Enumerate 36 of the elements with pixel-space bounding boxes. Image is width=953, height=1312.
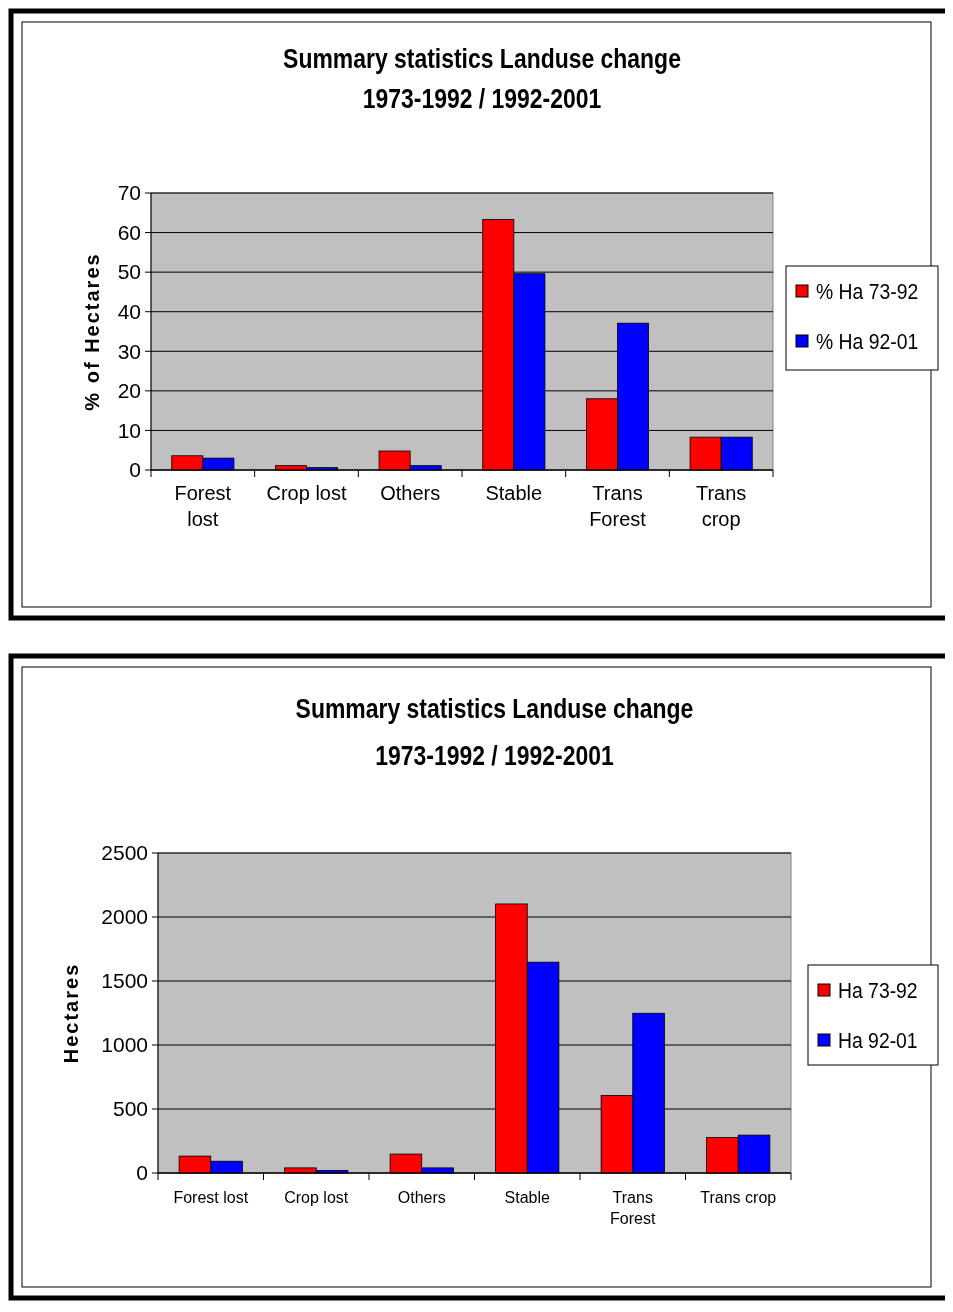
y-tick-label: 30: [117, 339, 141, 363]
y-axis-title: % of Hectares: [81, 252, 103, 411]
chart-title: Summary statistics Landuse change: [283, 43, 681, 74]
y-tick-label: 70: [117, 181, 141, 205]
y-axis-title: Hectares: [60, 962, 82, 1064]
legend-label: Ha 73-92: [838, 977, 918, 1002]
legend-label: % Ha 92-01: [816, 328, 919, 353]
y-tick-label: 500: [112, 1097, 148, 1121]
y-tick-label: 50: [117, 260, 141, 284]
x-tick-label: Forest lost: [174, 482, 232, 530]
y-tick-label: 2500: [101, 841, 148, 865]
legend-label: % Ha 73-92: [816, 278, 919, 303]
x-tick-label: Forest lost: [173, 1189, 249, 1206]
x-tick-label: Stable: [504, 1189, 551, 1206]
x-tick-label: Others: [397, 1189, 446, 1206]
x-tick-label: Trans crop: [695, 482, 747, 530]
y-tick-label: 60: [117, 220, 141, 244]
y-tick-label: 1000: [101, 1033, 148, 1057]
y-tick-label: 1500: [101, 969, 148, 993]
y-tick-label: 0: [136, 1161, 148, 1185]
chart-subtitle: 1973-1992 / 1992-2001: [362, 83, 602, 114]
x-tick-label: Trans crop: [700, 1189, 777, 1206]
x-tick-label: Trans Forest: [589, 482, 647, 530]
chart-title: Summary statistics Landuse change: [295, 693, 694, 724]
y-tick-label: 2000: [101, 905, 148, 929]
legend-label: Ha 92-01: [838, 1027, 918, 1052]
y-tick-label: 0: [129, 458, 141, 482]
y-tick-label: 40: [117, 300, 141, 324]
y-tick-label: 20: [117, 379, 141, 403]
x-tick-label: Crop lost: [266, 482, 347, 504]
x-tick-label: Others: [380, 482, 441, 504]
x-tick-label: Crop lost: [284, 1189, 349, 1206]
x-tick-label: Trans Forest: [610, 1189, 656, 1227]
chart-subtitle: 1973-1992 / 1992-2001: [375, 740, 614, 771]
y-tick-label: 10: [117, 418, 141, 442]
x-tick-label: Stable: [485, 482, 543, 504]
